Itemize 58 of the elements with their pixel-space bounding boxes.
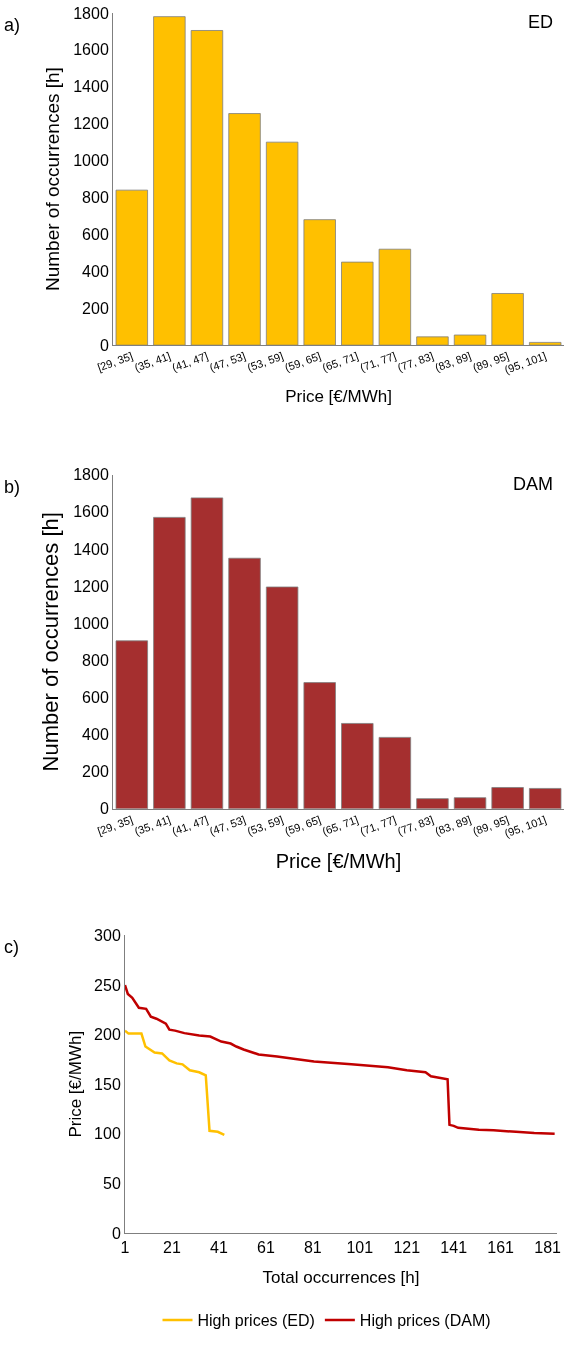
x-axis-title: Price [€/MWh] [285,387,392,407]
y-tick-label: 250 [94,976,121,994]
x-tick-label: 181 [534,1239,562,1257]
y-tick-label: 200 [82,299,109,317]
y-tick-label: 800 [82,189,109,207]
y-tick-label: 200 [94,1026,121,1044]
x-tick-label: (83, 89] [433,349,473,374]
x-tick-label: 121 [393,1239,421,1257]
x-axis-title: Total occurrences [h] [262,1267,420,1287]
y-tick-label: 200 [82,763,109,781]
y-tick-label: 800 [82,651,109,669]
annotation: DAM [513,474,553,494]
x-tick-label: (71, 77] [358,813,398,838]
y-tick-label: 1600 [73,503,109,521]
y-axis-title: Number of occurrences [h] [42,67,64,291]
x-tick-label: (59, 65] [283,813,323,838]
x-tick-label: (53, 59] [245,349,285,374]
y-tick-label: 600 [82,689,109,707]
y-tick-label: 100 [94,1125,121,1143]
y-tick-label: 1400 [73,78,109,96]
line-series [125,983,556,1136]
y-tick-label: 1600 [73,41,109,59]
annotation: ED [528,12,554,32]
x-tick-label: 141 [440,1239,468,1257]
y-axis-title: Number of occurrences [h] [38,512,64,772]
legend-label: High prices (DAM) [359,1312,491,1330]
text: b) [4,477,21,497]
x-tick-label: 161 [487,1239,515,1257]
x-axis-title: Price [€/MWh] [275,849,402,872]
x-tick-label: 41 [210,1239,228,1257]
line-series [125,1029,226,1137]
y-tick-label: 1400 [73,540,109,558]
y-tick-label: 1800 [73,466,109,484]
y-tick-label: 50 [103,1174,121,1192]
text: c) [4,937,19,957]
y-tick-label: 1000 [73,614,109,632]
y-tick-label: 1200 [73,577,109,595]
y-tick-label: 300 [94,927,121,944]
x-tick-label: (41, 47] [170,349,210,374]
y-tick-label: 400 [82,262,109,280]
y-axis-title: Price [€/MWh] [65,1030,85,1138]
x-tick-label: 1 [120,1239,130,1257]
x-tick-label: (71, 77] [358,349,398,374]
x-tick-label: (59, 65] [283,349,323,374]
x-tick-label: 101 [346,1239,374,1257]
y-tick-label: 400 [82,726,109,744]
y-tick-label: 0 [99,336,109,354]
y-tick-label: 600 [82,226,109,244]
y-tick-label: 1800 [73,4,109,22]
x-tick-label: 81 [303,1239,322,1257]
y-tick-label: 150 [94,1075,121,1093]
legend-label: High prices (ED) [197,1312,315,1330]
x-tick-label: 61 [256,1239,275,1257]
y-tick-label: 0 [111,1224,121,1242]
x-tick-label: 21 [163,1239,181,1257]
y-tick-label: 1000 [73,152,109,170]
text: a) [4,15,21,35]
y-tick-label: 1200 [73,115,109,133]
